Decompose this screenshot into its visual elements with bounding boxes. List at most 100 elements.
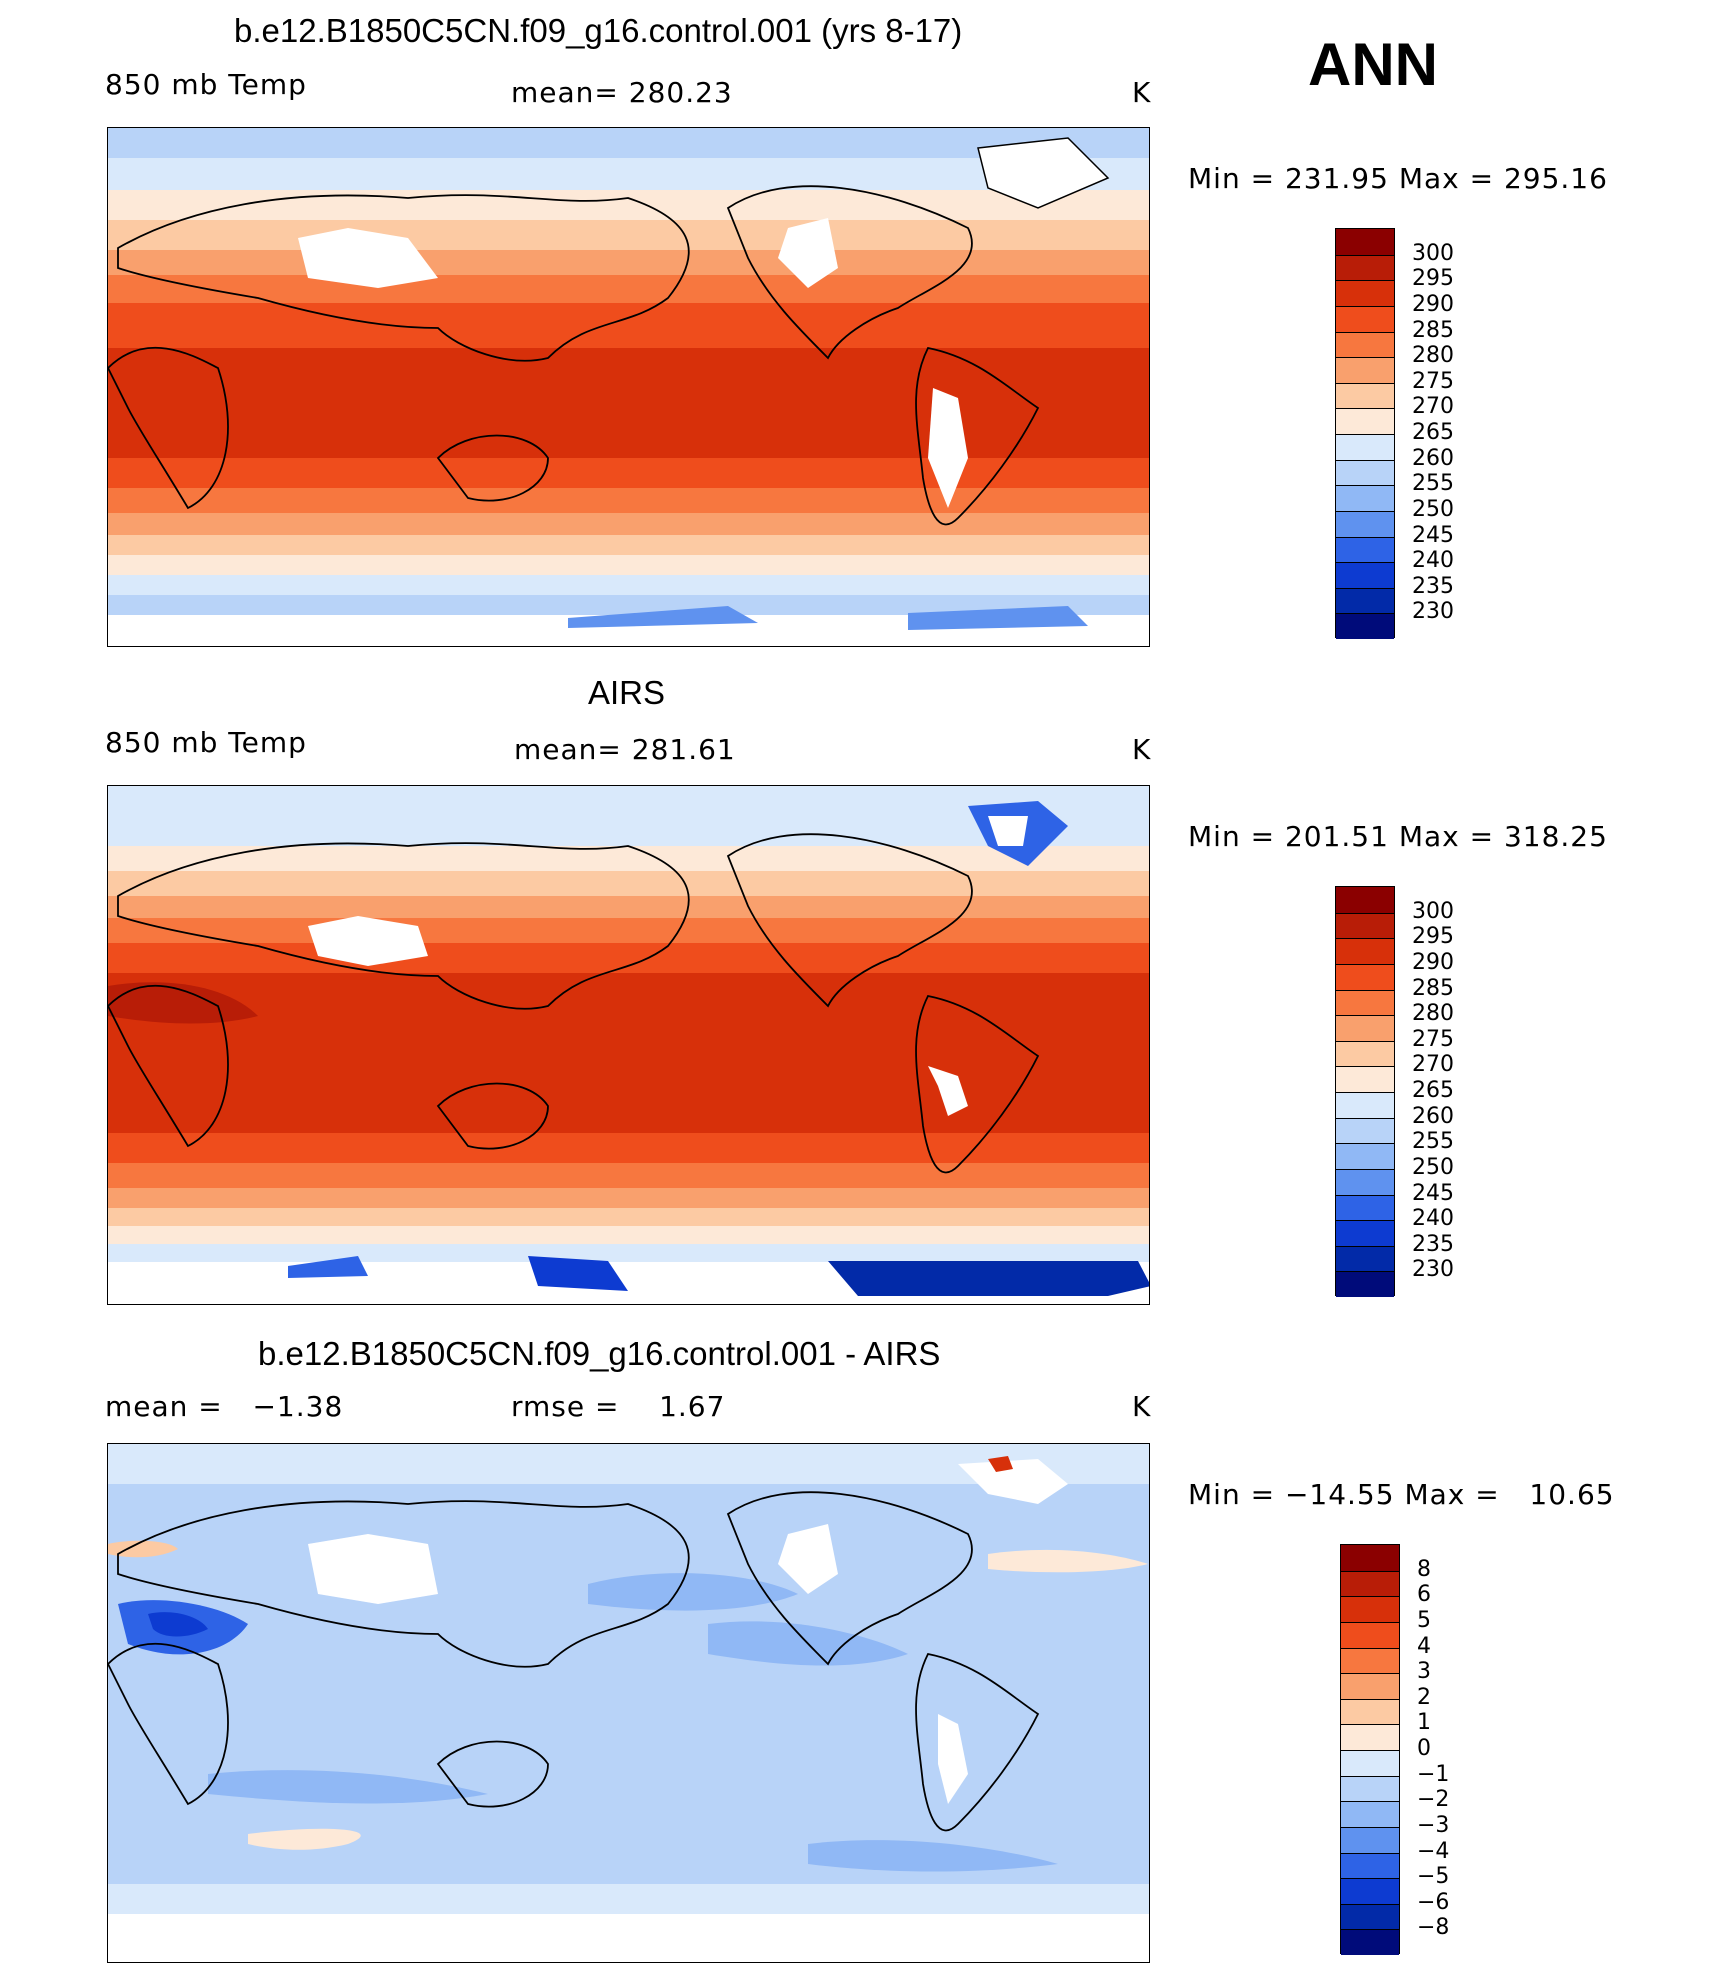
panel3-colorbar-label: 1 (1417, 1710, 1431, 1736)
panel1-colorbar-label: 285 (1412, 317, 1454, 343)
panel2-colorbar-label: 245 (1412, 1180, 1454, 1206)
panel3-colorbar-swatch (1341, 1545, 1399, 1571)
panel1-title: b.e12.B1850C5CN.f09_g16.control.001 (yrs… (234, 12, 963, 49)
panel1-colorbar-box (1335, 228, 1395, 639)
panel2-colorbar-label: 260 (1412, 1103, 1454, 1129)
panel3-colorbar-swatch (1341, 1621, 1399, 1648)
panel1-mean-label: mean= 280.23 (511, 76, 733, 109)
panel1-colorbar-label: 290 (1412, 291, 1454, 317)
panel2-colorbar-label: 285 (1412, 975, 1454, 1001)
panel2-colorbar-swatch (1336, 1168, 1394, 1195)
panel1-colorbar-swatch (1336, 357, 1394, 383)
panel3-colorbar-swatch (1341, 1775, 1399, 1802)
panel3-colorbar-label: −3 (1417, 1812, 1450, 1838)
panel1-units: K (1132, 76, 1152, 109)
panel3-colorbar-label: −1 (1417, 1761, 1450, 1787)
panel3-colorbar-swatch (1341, 1596, 1399, 1622)
panel2-colorbar-swatch (1336, 912, 1394, 939)
panel2-colorbar-swatch (1336, 938, 1394, 964)
panel2-colorbar-label: 255 (1412, 1129, 1454, 1155)
panel2-colorbar-swatch (1336, 1245, 1394, 1272)
panel1-minmax: Min = 231.95 Max = 295.16 (1188, 162, 1608, 195)
panel2-colorbar-swatch (1336, 1066, 1394, 1092)
panel3-colorbar-swatch (1341, 1698, 1399, 1725)
panel3-title: b.e12.B1850C5CN.f09_g16.control.001 - AI… (258, 1335, 941, 1372)
panel3-colorbar-label: 4 (1417, 1633, 1431, 1659)
panel1-colorbar-label: 280 (1412, 343, 1454, 369)
panel2-variable-label: 850 mb Temp (105, 726, 307, 759)
panel3-colorbar-label: 5 (1417, 1607, 1431, 1633)
panel2-colorbar-label: 270 (1412, 1052, 1454, 1078)
panel3-colorbar-label: −4 (1417, 1838, 1450, 1864)
panel3-colorbar-swatch (1341, 1903, 1399, 1930)
panel3-colorbar-label: 3 (1417, 1659, 1431, 1685)
panel2-minmax: Min = 201.51 Max = 318.25 (1188, 820, 1608, 853)
panel3-colorbar-box (1340, 1544, 1400, 1955)
panel2-colorbar-swatch (1336, 1040, 1394, 1067)
panel3-colorbar-label: 8 (1417, 1556, 1431, 1582)
panel2-colorbar-label: 240 (1412, 1206, 1454, 1232)
panel1-colorbar-label: 255 (1412, 471, 1454, 497)
panel2-title: AIRS (588, 674, 666, 711)
panel1-colorbar-swatch (1336, 331, 1394, 358)
panel1-colorbar-label: 235 (1412, 573, 1454, 599)
panel1-colorbar-label: 270 (1412, 394, 1454, 420)
panel1-colorbar-swatch (1336, 562, 1394, 588)
panel1-colorbar-swatch (1336, 229, 1394, 255)
panel2-colorbar-label: 235 (1412, 1231, 1454, 1257)
panel2-colorbar-label: 265 (1412, 1078, 1454, 1103)
panel1-colorbar-swatch (1336, 382, 1394, 409)
panel1-colorbar-swatch (1336, 536, 1394, 563)
panel3-colorbar-swatch (1341, 1852, 1399, 1879)
panel2-colorbar-label: 295 (1412, 924, 1454, 950)
panel1-colorbar-label: 295 (1412, 266, 1454, 292)
season-label: ANN (1308, 31, 1438, 98)
panel2-colorbar-swatch (1336, 1015, 1394, 1041)
panel1-colorbar-label: 250 (1412, 496, 1454, 522)
panel3-units: K (1132, 1390, 1152, 1423)
panel1-colorbar-swatch (1336, 459, 1394, 486)
panel3-colorbar-swatch (1341, 1878, 1399, 1904)
panel3-colorbar-label: 6 (1417, 1582, 1431, 1608)
panel1-colorbar-swatch (1336, 305, 1394, 332)
panel2-colorbar-swatch (1336, 1092, 1394, 1118)
panel2-colorbar-label: 290 (1412, 949, 1454, 975)
panel3-colorbar-label: 0 (1417, 1736, 1431, 1761)
panel1-colorbar-label: 300 (1412, 240, 1454, 266)
panel3-colorbar-swatch (1341, 1673, 1399, 1699)
panel1-colorbar-label: 245 (1412, 522, 1454, 548)
panel2-colorbar-label: 280 (1412, 1001, 1454, 1027)
panel1-map (107, 127, 1150, 647)
panel1-colorbar-swatch (1336, 587, 1394, 614)
panel1-colorbar-swatch (1336, 510, 1394, 537)
panel3-colorbar-label: −6 (1417, 1889, 1450, 1915)
panel3-colorbar-label: −8 (1417, 1915, 1450, 1941)
panel3-colorbar-swatch (1341, 1570, 1399, 1597)
panel1-colorbar-label: 240 (1412, 548, 1454, 574)
panel2-colorbar-swatch (1336, 989, 1394, 1016)
panel2-colorbar-box (1335, 886, 1395, 1297)
panel1-colorbar-swatch (1336, 434, 1394, 460)
panel3-mean-label: mean = −1.38 (105, 1390, 344, 1423)
panel2-map-plot (108, 786, 1149, 1304)
panel1-colorbar-swatch (1336, 254, 1394, 281)
panel1-colorbar-label: 230 (1412, 599, 1454, 625)
panel3-colorbar-label: −2 (1417, 1787, 1450, 1813)
panel3-map (107, 1443, 1150, 1963)
panel1-colorbar-label: 265 (1412, 420, 1454, 445)
panel2-units: K (1132, 733, 1152, 766)
panel3-colorbar-swatch (1341, 1647, 1399, 1674)
panel3-colorbar-swatch (1341, 1801, 1399, 1827)
panel2-colorbar-label: 230 (1412, 1257, 1454, 1283)
panel3-colorbar-swatch (1341, 1929, 1399, 1955)
panel1-colorbar-label: 260 (1412, 445, 1454, 471)
panel1-colorbar-swatch (1336, 613, 1394, 639)
panel2-colorbar-swatch (1336, 1194, 1394, 1221)
panel2-colorbar-swatch (1336, 963, 1394, 990)
panel2-colorbar-swatch (1336, 1117, 1394, 1144)
panel3-map-plot (108, 1444, 1149, 1962)
panel2-colorbar-swatch (1336, 1220, 1394, 1246)
panel2-colorbar-swatch (1336, 887, 1394, 913)
panel1-colorbar-label: 275 (1412, 368, 1454, 394)
panel1-variable-label: 850 mb Temp (105, 68, 307, 101)
